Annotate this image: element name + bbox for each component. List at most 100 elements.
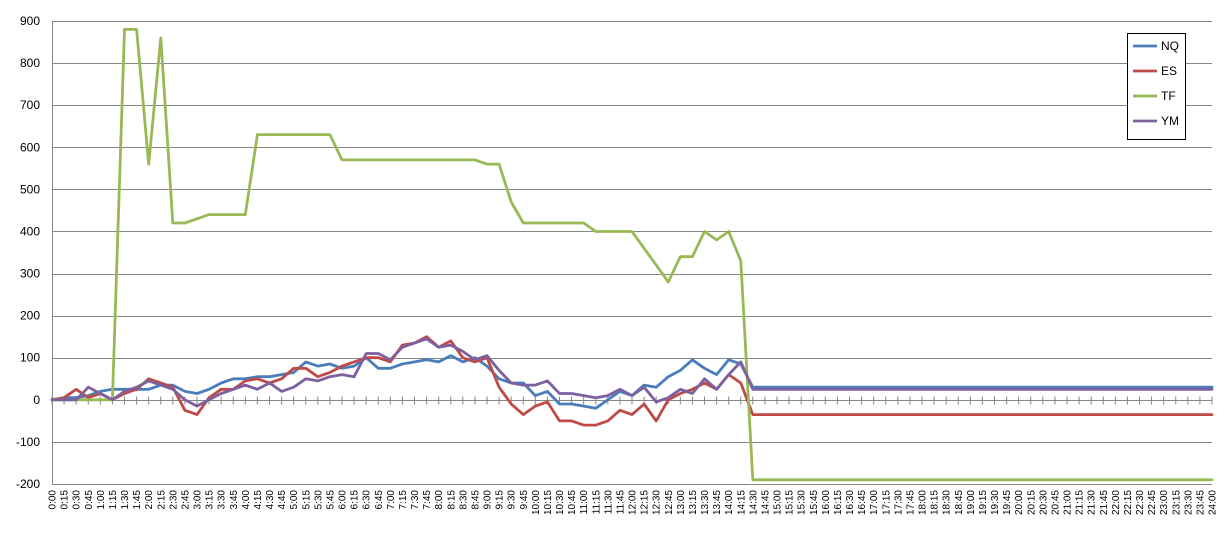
x-tick-label: 19:30: [990, 490, 1001, 515]
x-tick-label: 10:15: [543, 490, 554, 515]
x-tick-label: 18:30: [942, 490, 953, 515]
x-tick-label: 18:45: [954, 490, 965, 515]
x-tick-label: 10:30: [555, 490, 566, 515]
x-tick-label: 19:45: [1002, 490, 1013, 515]
x-tick-label: 22:30: [1135, 490, 1146, 515]
x-tick-label: 19:15: [978, 490, 989, 515]
x-tick-label: 17:45: [905, 490, 916, 515]
x-tick-label: 15:00: [773, 490, 784, 515]
x-tick-label: 11:45: [615, 490, 626, 515]
x-tick-label: 9:00: [483, 490, 494, 510]
series-lines: [50, 27, 1214, 482]
x-tick-label: 4:00: [241, 490, 252, 510]
y-tick-label: -200: [16, 477, 40, 491]
x-tick-label: 7:30: [410, 490, 421, 510]
x-tick-label: 17:00: [869, 490, 880, 515]
x-tick-label: 5:30: [313, 490, 324, 510]
x-tick-label: 12:00: [628, 490, 639, 515]
y-tick-label: 300: [20, 267, 40, 281]
x-tick-label: 0:00: [48, 490, 59, 510]
x-tick-label: 23:15: [1171, 490, 1182, 515]
x-tick-label: 14:45: [760, 490, 771, 515]
x-tick-label: 10:45: [567, 490, 578, 515]
x-tick-label: 8:15: [446, 490, 457, 510]
x-tick-label: 9:45: [519, 490, 530, 510]
y-tick-label: 100: [20, 351, 40, 365]
x-tick-label: 11:30: [603, 490, 614, 515]
x-tick-label: 6:15: [350, 490, 361, 510]
x-tick-label: 13:00: [676, 490, 687, 515]
x-tick-label: 1:30: [120, 490, 131, 510]
x-tick-label: 9:15: [495, 490, 506, 510]
x-tick-label: 3:30: [217, 490, 228, 510]
x-tick-label: 13:15: [688, 490, 699, 515]
series-line-ym: [50, 337, 1214, 408]
x-tick-label: 13:30: [700, 490, 711, 515]
x-tick-label: 13:45: [712, 490, 723, 515]
legend: NQ ES TF YM: [1127, 33, 1186, 140]
y-tick-label: 0: [33, 393, 40, 407]
x-tick-label: 1:45: [132, 490, 143, 510]
x-tick-label: 20:45: [1050, 490, 1061, 515]
x-tick-label: 21:15: [1075, 490, 1086, 515]
legend-label: ES: [1161, 64, 1177, 78]
x-tick-label: 6:30: [362, 490, 373, 510]
legend-label: TF: [1161, 89, 1176, 103]
x-tick-label: 12:15: [640, 490, 651, 515]
x-tick-label: 11:00: [579, 490, 590, 515]
x-tick-label: 24:00: [1208, 490, 1219, 515]
y-tick-label: 400: [20, 224, 40, 238]
x-tick-label: 3:00: [193, 490, 204, 510]
x-tick-label: 15:45: [809, 490, 820, 515]
x-tick-label: 5:00: [289, 490, 300, 510]
x-tick-label: 3:15: [205, 490, 216, 510]
y-tick-label: 600: [20, 140, 40, 154]
x-tick-label: 0:30: [72, 490, 83, 510]
series-line-es: [50, 335, 1214, 427]
x-tick-label: 12:45: [664, 490, 675, 515]
x-tick-label: 6:00: [338, 490, 349, 510]
x-tick-label: 16:15: [833, 490, 844, 515]
x-tick-label: 15:15: [785, 490, 796, 515]
x-tick-label: 1:15: [108, 490, 119, 510]
x-tick-label: 2:30: [168, 490, 179, 510]
x-tick-label: 14:30: [748, 490, 759, 515]
y-axis: 900 800 700 600 500 400 300 200 100 0 -100 -200: [16, 14, 53, 491]
x-tick-label: 19:00: [966, 490, 977, 515]
x-tick-label: 23:00: [1159, 490, 1170, 515]
x-tick-label: 21:45: [1099, 490, 1110, 515]
x-tick-label: 8:30: [458, 490, 469, 510]
x-tick-label: 23:30: [1183, 490, 1194, 515]
x-tick-label: 16:45: [857, 490, 868, 515]
x-tick-label: 16:30: [845, 490, 856, 515]
x-tick-label: 0:15: [60, 490, 71, 510]
x-tick-label: 6:45: [374, 490, 385, 510]
y-tick-label: 700: [20, 98, 40, 112]
x-tick-label: 18:00: [918, 490, 929, 515]
x-tick-label: 9:30: [507, 490, 518, 510]
y-tick-label: 200: [20, 309, 40, 323]
x-tick-label: 2:15: [156, 490, 167, 510]
x-tick-label: 11:15: [591, 490, 602, 515]
x-tick-label: 21:30: [1087, 490, 1098, 515]
legend-label: NQ: [1161, 39, 1179, 53]
x-tick-label: 4:30: [265, 490, 276, 510]
x-tick-label: 5:15: [301, 490, 312, 510]
y-tick-label: 500: [20, 182, 40, 196]
x-tick-label: 22:45: [1147, 490, 1158, 515]
x-tick-label: 23:45: [1195, 490, 1206, 515]
y-tick-label: -100: [16, 435, 40, 449]
x-tick-label: 22:00: [1111, 490, 1122, 515]
x-tick-label: 20:15: [1026, 490, 1037, 515]
x-tick-label: 7:00: [386, 490, 397, 510]
y-tick-label: 900: [20, 14, 40, 28]
x-tick-label: 18:15: [930, 490, 941, 515]
x-tick-label: 8:00: [434, 490, 445, 510]
x-tick-label: 20:00: [1014, 490, 1025, 515]
series-line-tf: [50, 27, 1214, 482]
x-tick-label: 2:45: [180, 490, 191, 510]
x-tick-label: 1:00: [96, 490, 107, 510]
x-tick-label: 17:30: [893, 490, 904, 515]
x-tick-label: 15:30: [797, 490, 808, 515]
